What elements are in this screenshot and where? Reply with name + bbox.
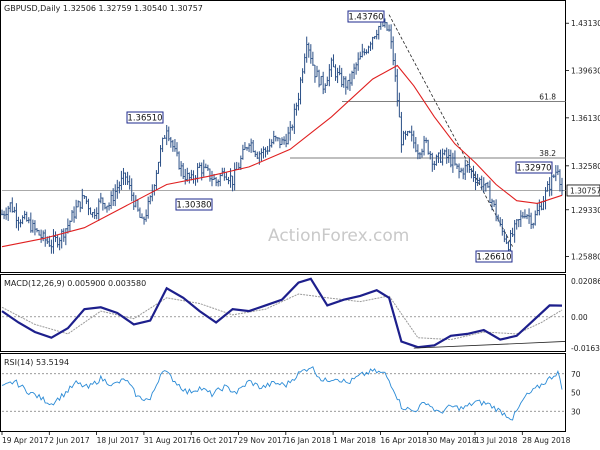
price-tick-label: 1.36130 xyxy=(571,114,600,123)
price-tick-label: 1.39630 xyxy=(571,67,600,76)
fib-label-61-8: 61.8 xyxy=(539,92,556,101)
date-tick-label: 28 Aug 2018 xyxy=(522,436,570,445)
rsi-panel-frame xyxy=(0,353,566,432)
annotation-label: 1.26610 xyxy=(476,253,511,263)
annotation-box xyxy=(515,161,553,174)
annotation-label: 1.43760 xyxy=(348,13,383,23)
dashed-trend-line xyxy=(388,14,513,247)
rsi-tick-label: 70 xyxy=(571,370,581,379)
date-tick-label: 16 Jan 2018 xyxy=(286,436,331,445)
date-tick-label: 30 May 2018 xyxy=(428,436,477,445)
macd-trend-line xyxy=(413,341,566,349)
annotation-label: 1.30380 xyxy=(176,201,211,211)
rsi-line xyxy=(1,366,563,421)
price-tick-label: 1.25880 xyxy=(571,252,600,261)
date-tick-label: 1 Mar 2018 xyxy=(333,436,376,445)
date-tick-label: 2 Jun 2017 xyxy=(49,436,90,445)
macd-line xyxy=(1,277,563,349)
date-tick-label: 19 Apr 2017 xyxy=(2,436,49,445)
rsi-layer xyxy=(1,366,565,421)
date-tick-label: 16 Oct 2017 xyxy=(191,436,238,445)
annotation-box xyxy=(126,111,164,124)
macd-tick-label: 0.020861 xyxy=(571,277,600,286)
price-tick-label: 1.32580 xyxy=(571,162,600,171)
moving-average-line xyxy=(1,64,563,248)
last-price-label: 1.30757 xyxy=(570,186,600,195)
last-price-box xyxy=(566,184,600,197)
date-tick-label: 31 Aug 2017 xyxy=(144,436,192,445)
macd-label: MACD(12,26,9) 0.005900 0.003580 xyxy=(4,279,146,288)
annotation-label: 1.36510 xyxy=(127,114,162,124)
macd-tick-label: 0.00 xyxy=(571,313,588,322)
macd-layer xyxy=(1,277,566,349)
price-layer: 61.8 38.2 1.43760 1.36510 1.30380 1.32970 1.26… xyxy=(0,10,566,263)
annotation-box xyxy=(347,10,385,23)
price-tick-label: 1.29330 xyxy=(571,206,600,215)
price-header: GBPUSD,Daily 1.32506 1.32759 1.30540 1.3… xyxy=(4,4,203,13)
rsi-tick-label: 50 xyxy=(571,389,581,398)
date-tick-label: 16 Apr 2018 xyxy=(380,436,427,445)
annotation-box xyxy=(175,198,213,211)
macd-tick-label: -0.016357 xyxy=(571,344,600,353)
fib-label-38-2: 38.2 xyxy=(539,149,556,158)
axis-layer: 1.43130 1.39630 1.36130 1.32580 1.29330 1.258… xyxy=(1,19,600,445)
rsi-label: RSI(14) 53.5194 xyxy=(4,358,69,367)
date-tick-label: 29 Nov 2017 xyxy=(239,436,287,445)
annotation-box xyxy=(475,250,513,263)
macd-signal-line xyxy=(1,293,563,341)
annotation-label: 1.32970 xyxy=(516,164,551,174)
rsi-tick-label: 30 xyxy=(571,407,581,416)
price-panel-frame xyxy=(0,0,566,273)
date-tick-label: 13 Jul 2018 xyxy=(475,436,518,445)
date-tick-label: 18 Jul 2017 xyxy=(97,436,140,445)
watermark: ActionForex.com xyxy=(268,226,409,246)
price-tick-label: 1.43130 xyxy=(571,19,600,28)
macd-panel-frame xyxy=(0,274,566,352)
